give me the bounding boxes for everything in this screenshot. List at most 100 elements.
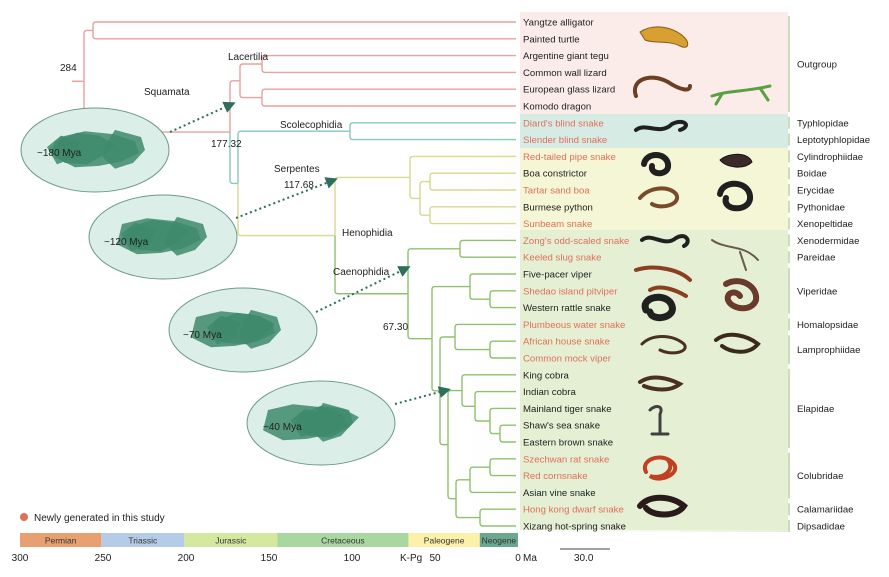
family-label: Pythonidae <box>797 202 845 213</box>
tree-branch <box>407 248 460 294</box>
globe-landmass <box>207 315 241 345</box>
taxon-label: Asian vine snake <box>523 488 596 499</box>
node-age-serpentes: 117.68 <box>284 180 314 191</box>
period-band <box>277 533 409 547</box>
house-snake-photo <box>640 335 687 355</box>
pitviper-photo <box>723 278 760 312</box>
tree-branch <box>469 466 490 480</box>
taxon-label: Slender blind snake <box>523 135 607 146</box>
paleo-globe <box>88 194 238 280</box>
tree-branch <box>459 239 516 249</box>
tree-branch <box>489 299 516 309</box>
family-label: Colubridae <box>797 471 843 482</box>
kpg-label: K-Pg <box>400 553 422 564</box>
tree-branch <box>261 88 516 98</box>
tiger-snake-photo <box>648 405 670 436</box>
taxon-label: Burmese python <box>523 202 593 213</box>
scalebar-label: 30.0 <box>574 553 594 564</box>
tree-branch <box>409 155 516 178</box>
tree-branch <box>455 498 480 519</box>
globe-arrow <box>315 266 411 313</box>
tree-branch <box>459 248 516 258</box>
legend-dot <box>20 513 28 521</box>
period-label: Neogene <box>482 536 517 546</box>
slow-worm-photo <box>632 75 692 98</box>
taxon-label: Shedao island pitviper <box>523 286 618 297</box>
tree-branch <box>419 180 430 199</box>
globe-landmass <box>239 309 281 349</box>
taxon-label: Five-pacer viper <box>523 270 593 281</box>
taxon-label: Boa constrictor <box>523 169 588 180</box>
tree-branch <box>489 290 516 300</box>
tree-branch <box>334 176 410 236</box>
taxon-label: Painted turtle <box>523 34 580 45</box>
period-band <box>184 533 278 547</box>
globe-label-40: ~40 Mya <box>263 422 302 433</box>
family-label: Dipsadidae <box>797 522 845 533</box>
period-label: Cretaceous <box>321 536 364 546</box>
tree-branch <box>407 293 432 340</box>
globe-landmass <box>291 408 325 438</box>
globe-landmass <box>121 222 155 252</box>
tree-branch <box>489 349 516 359</box>
paleo-globe <box>168 287 318 373</box>
taxon-label: King cobra <box>523 370 570 381</box>
taxon-label: African house snake <box>523 337 610 348</box>
sand-boa-photo <box>638 186 680 209</box>
python-photo <box>717 180 753 212</box>
period-band <box>479 533 518 547</box>
taxon-label: Tartar sand boa <box>523 186 590 197</box>
tree-branch <box>349 131 516 141</box>
lizard-photo <box>710 84 772 106</box>
tree-branch <box>261 97 516 107</box>
taxon-label: Red-tailed pipe snake <box>523 152 616 163</box>
paleo-globe <box>246 380 396 466</box>
tree-branch <box>431 285 470 339</box>
family-label: Viperidae <box>797 286 837 297</box>
tree-branch <box>237 130 350 184</box>
dwarf-snake-photo <box>637 494 688 518</box>
taxon-label: Common mock viper <box>523 354 612 365</box>
time-tick-label: 50 <box>429 553 441 564</box>
pipe-snake-photo <box>641 152 672 177</box>
tree-branch <box>499 424 516 434</box>
rat-snake-photo <box>642 455 678 481</box>
tree-branch <box>334 235 408 295</box>
taxon-label: Mainland tiger snake <box>523 404 612 415</box>
taxon-label: European glass lizard <box>523 85 615 96</box>
globe-landmass <box>47 135 81 165</box>
tree-branch <box>92 30 516 40</box>
node-age-caenophidia: 67.30 <box>383 322 408 333</box>
taxon-label: Szechwan rat snake <box>523 454 609 465</box>
globe-landmass <box>103 129 145 169</box>
tree-branch <box>409 177 420 200</box>
family-label: Boidae <box>797 169 827 180</box>
tree-branch <box>429 181 516 191</box>
scolecophidia-shading <box>520 114 788 148</box>
tree-branches <box>72 21 516 527</box>
tree-branch <box>489 458 516 468</box>
tree-branch <box>261 54 516 64</box>
taxon-label: Shaw's sea snake <box>523 421 600 432</box>
tree-branch <box>429 206 516 216</box>
family-label: Cylindrophiidae <box>797 152 863 163</box>
globe-landmass <box>311 402 353 442</box>
tree-branch <box>461 390 475 407</box>
tree-branch <box>83 29 93 82</box>
tree-branch <box>229 80 240 133</box>
tree-branch <box>419 198 430 216</box>
tree-branch <box>431 338 440 392</box>
tree-branch <box>92 21 516 31</box>
tree-branch <box>239 80 262 99</box>
tree-branch <box>489 421 500 435</box>
clade-label-lacertilia: Lacertilia <box>228 52 268 63</box>
geologic-timescale: Permian Triassic Jurassic Cretaceous Paleoge… <box>12 533 610 564</box>
clade-label-serpentes: Serpentes <box>274 164 320 175</box>
tree-branch <box>261 64 516 74</box>
tree-branch <box>349 122 516 132</box>
taxon-label: Zong's odd-scaled snake <box>523 236 629 247</box>
period-label: Triassic <box>128 536 158 546</box>
taxon-label: Keeled slug snake <box>523 253 601 264</box>
taxon-label: Yangtze alligator <box>523 18 595 29</box>
